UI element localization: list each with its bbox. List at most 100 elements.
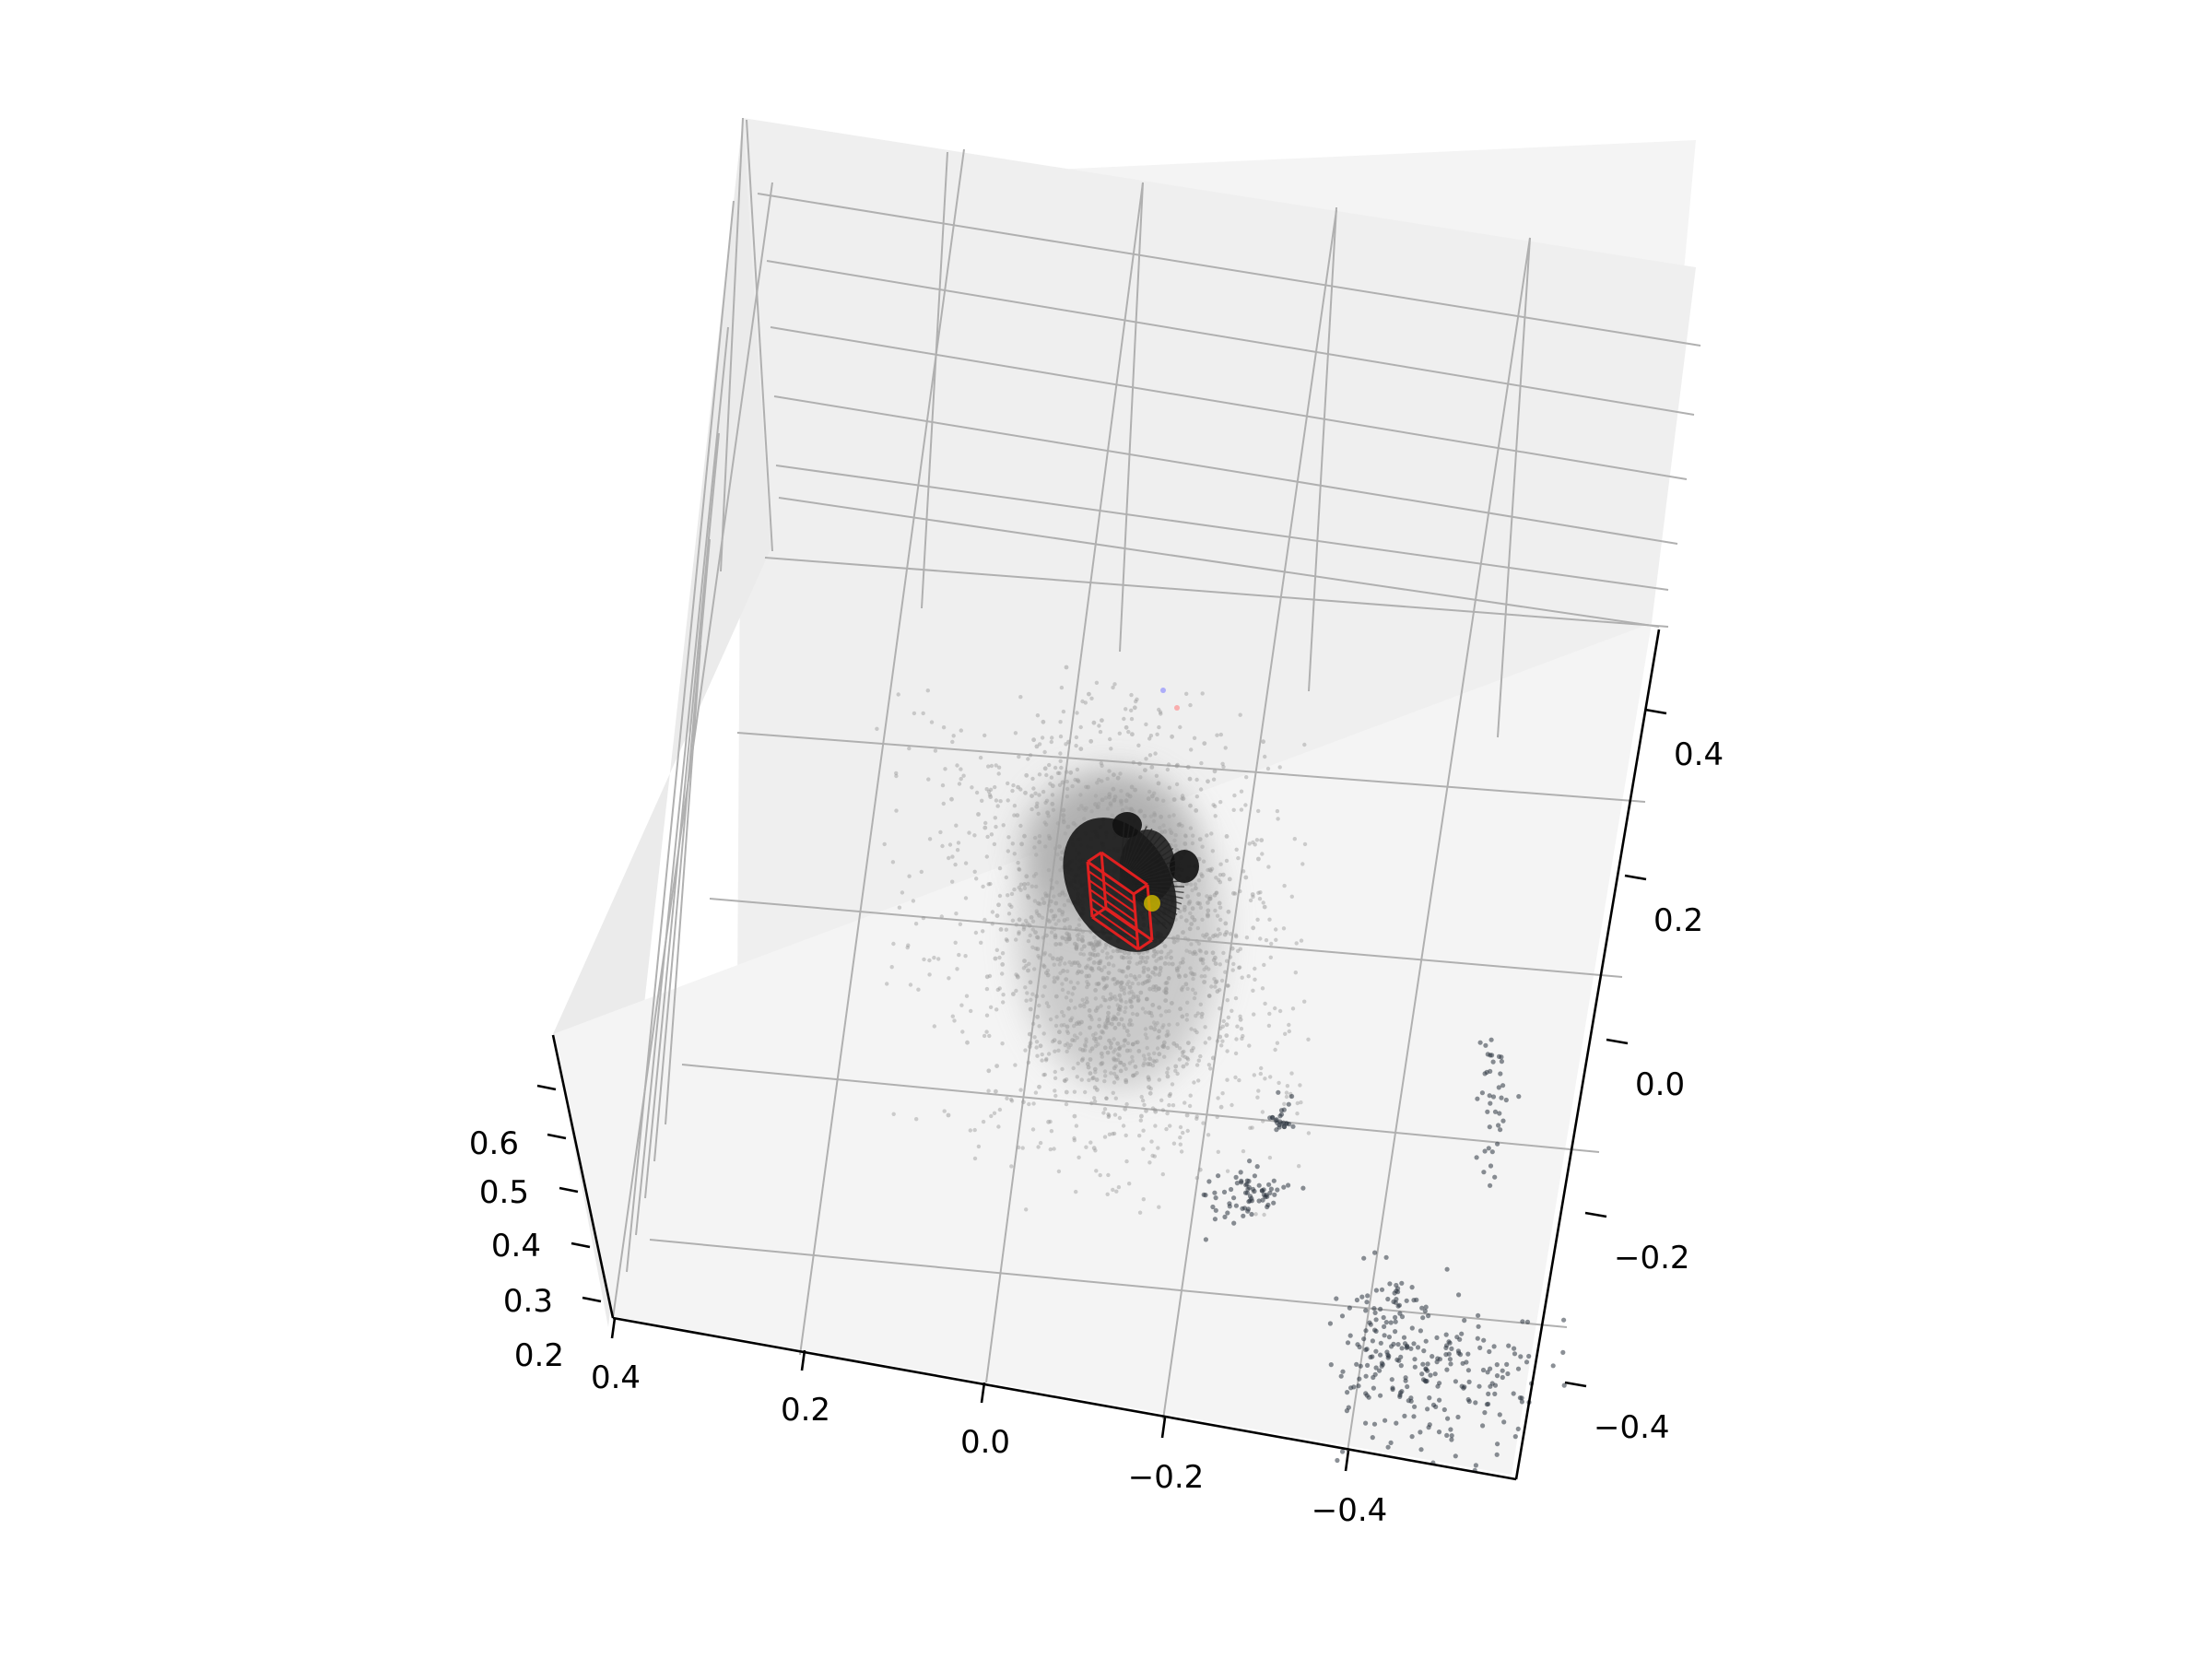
cloud-point xyxy=(1202,741,1207,746)
floor-grid-line xyxy=(1162,209,1337,1420)
cloud-point xyxy=(1117,1046,1122,1051)
cloud-point xyxy=(1143,959,1148,965)
cloud-point xyxy=(911,899,916,903)
z-axis-tick xyxy=(571,1241,591,1249)
cluster-point xyxy=(1213,1207,1218,1213)
cluster-point xyxy=(1393,1329,1398,1335)
cloud-point xyxy=(1098,1172,1102,1178)
cloud-point xyxy=(1152,1027,1158,1032)
cloud-point xyxy=(1057,771,1062,776)
cluster-point xyxy=(1361,1255,1367,1261)
cloud-point xyxy=(1156,1146,1160,1150)
cloud-point xyxy=(1060,1066,1065,1072)
cluster-point xyxy=(1378,1306,1383,1312)
cloud-point xyxy=(1016,1145,1021,1150)
cloud-point xyxy=(1092,1096,1097,1100)
cloud-point xyxy=(1298,1083,1302,1088)
cloud-point xyxy=(1037,772,1042,777)
cluster-point xyxy=(1373,1317,1379,1323)
cluster-point xyxy=(1501,1419,1507,1425)
cloud-point xyxy=(1162,829,1168,834)
cloud-point xyxy=(1095,1006,1100,1010)
cluster-point xyxy=(1390,1385,1395,1391)
cloud-point xyxy=(1252,1012,1256,1017)
cloud-point xyxy=(1053,1093,1058,1099)
cloud-point xyxy=(1276,817,1280,821)
cloud-point xyxy=(943,767,947,771)
cloud-point xyxy=(1218,800,1223,805)
cloud-point xyxy=(1157,1005,1162,1010)
cluster-point xyxy=(1233,1203,1239,1208)
cloud-point xyxy=(1168,1124,1172,1128)
cloud-point xyxy=(1046,1052,1052,1056)
cloud-point xyxy=(1241,869,1246,874)
cluster-point xyxy=(1221,1189,1228,1194)
floor-grid-line xyxy=(1347,237,1531,1453)
cloud-point xyxy=(965,1040,970,1045)
cloud-point xyxy=(1151,984,1157,990)
cloud-point xyxy=(1224,1033,1230,1038)
cloud-point xyxy=(1145,996,1149,1002)
cluster-point xyxy=(1477,1383,1482,1389)
cloud-point xyxy=(1087,1008,1092,1013)
cloud-point xyxy=(1004,937,1009,942)
cluster-point xyxy=(1419,1305,1425,1311)
cluster-point xyxy=(1395,1342,1401,1347)
cloud-point xyxy=(968,1128,973,1133)
cloud-point xyxy=(1049,908,1054,913)
cluster-point xyxy=(1382,1333,1387,1338)
cloud-point xyxy=(1206,1063,1212,1067)
cluster-point xyxy=(1423,1304,1429,1310)
cloud-point xyxy=(995,804,1000,808)
cloud-point xyxy=(1262,1212,1266,1218)
cloud-point xyxy=(1187,1103,1193,1109)
cluster-point xyxy=(1483,1042,1488,1048)
cloud-point xyxy=(953,862,958,867)
cloud-point xyxy=(1183,918,1189,924)
cloud-point xyxy=(1192,1080,1196,1085)
cloud-point xyxy=(1234,1037,1239,1041)
cloud-point xyxy=(1159,814,1163,819)
cloud-point xyxy=(1112,772,1116,778)
cloud-point xyxy=(1030,806,1034,812)
cloud-point xyxy=(950,854,955,859)
cluster-point xyxy=(1485,1109,1490,1114)
cloud-point xyxy=(1122,716,1126,722)
cloud-point xyxy=(1077,1155,1081,1160)
cloud-point xyxy=(1026,895,1031,900)
cloud-point xyxy=(1088,1057,1093,1062)
cloud-point xyxy=(1220,1039,1225,1043)
cloud-point xyxy=(1024,772,1030,778)
cloud-point xyxy=(951,734,956,738)
cloud-point xyxy=(986,789,992,794)
cloud-point xyxy=(1019,841,1024,847)
cloud-point xyxy=(1043,893,1049,899)
cloud-point xyxy=(1160,1108,1166,1112)
cloud-point xyxy=(997,955,1002,960)
cloud-point xyxy=(1201,1121,1206,1125)
cluster-point xyxy=(1252,1188,1257,1194)
cloud-point xyxy=(1175,762,1180,768)
object-line xyxy=(1119,884,1183,900)
cloud-point xyxy=(981,929,985,934)
cloud-point xyxy=(982,917,987,923)
y-axis-tick-label: −0.4 xyxy=(1594,1409,1670,1446)
cloud-point xyxy=(1096,960,1101,966)
cloud-point xyxy=(932,955,936,960)
cloud-point xyxy=(1085,1062,1090,1066)
cloud-point xyxy=(1253,977,1257,982)
cloud-point xyxy=(1088,951,1093,957)
cloud-point xyxy=(1284,1094,1289,1100)
cloud-point xyxy=(1114,1189,1119,1194)
cluster-point xyxy=(1229,1186,1234,1193)
cluster-point xyxy=(1366,1394,1371,1400)
cluster-point xyxy=(1385,1296,1391,1302)
cloud-point xyxy=(1164,1033,1170,1038)
cloud-point xyxy=(1112,794,1118,799)
cloud-point xyxy=(994,798,999,803)
cloud-point xyxy=(1146,796,1151,801)
cloud-point xyxy=(1171,1041,1177,1046)
cloud-point xyxy=(1106,971,1112,975)
cloud-point xyxy=(1028,753,1033,758)
cluster-point xyxy=(1420,1361,1426,1367)
